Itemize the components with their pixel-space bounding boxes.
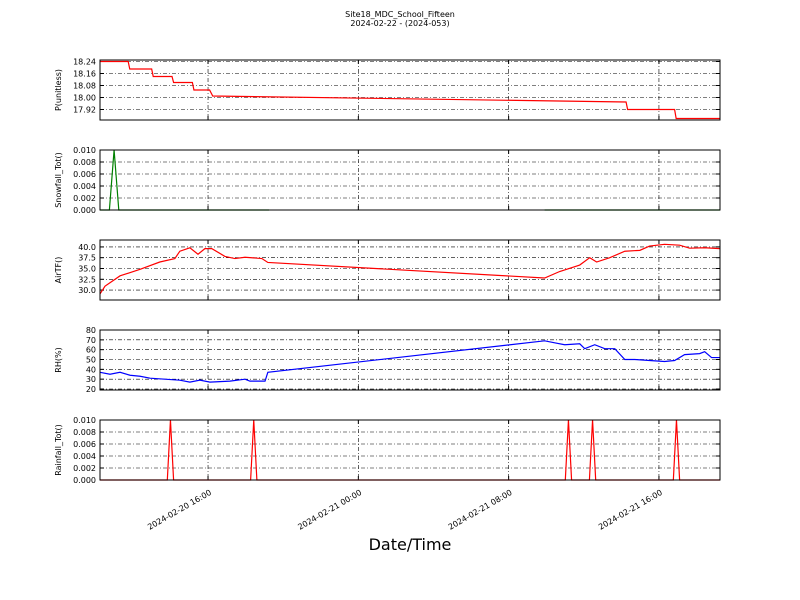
y-tick-label: 35.0 [78, 264, 96, 273]
x-tick-label: 2024-02-21 08:00 [447, 488, 514, 532]
y-tick-label: 0.000 [73, 476, 96, 485]
y-tick-label: 20 [86, 385, 96, 394]
y-tick-label: 50 [86, 356, 96, 365]
y-tick-label: 60 [86, 346, 96, 355]
y-tick-label: 0.002 [73, 194, 96, 203]
x-tick-label: 2024-02-21 00:00 [296, 488, 363, 532]
y-tick-label: 0.008 [73, 158, 96, 167]
y-axis-label: Snowfall_Tot() [54, 152, 63, 208]
data-line [100, 60, 720, 120]
y-tick-label: 0.006 [73, 170, 96, 179]
y-tick-label: 30.0 [78, 286, 96, 295]
y-tick-label: 17.92 [73, 106, 96, 115]
y-tick-label: 40.0 [78, 243, 96, 252]
x-tick-label: 2024-02-20 16:00 [146, 488, 213, 532]
x-tick-label: 2024-02-21 16:00 [597, 488, 664, 532]
axes-frame [99, 149, 721, 211]
y-tick-label: 0.010 [73, 416, 96, 425]
axes-frame [99, 239, 721, 301]
data-line [99, 340, 720, 383]
y-axis-label: AirTF() [54, 257, 63, 284]
data-line [99, 243, 721, 295]
y-axis-label: Rainfall_Tot() [54, 424, 63, 476]
axes-frame [99, 59, 721, 121]
chart-title: Site18_MDC_School_Fifteen [345, 10, 455, 19]
y-tick-label: 18.00 [73, 94, 96, 103]
x-axis-label: Date/Time [369, 535, 452, 554]
y-tick-label: 0.004 [73, 452, 96, 461]
y-tick-label: 0.004 [73, 182, 96, 191]
y-tick-label: 0.010 [73, 146, 96, 155]
y-tick-label: 18.08 [73, 82, 96, 91]
chart-subtitle: 2024-02-22 - (2024-053) [350, 19, 449, 28]
y-tick-label: 70 [86, 336, 96, 345]
y-tick-label: 18.16 [73, 70, 96, 79]
y-tick-label: 0.006 [73, 440, 96, 449]
plot-area [100, 60, 720, 120]
y-tick-label: 0.000 [73, 206, 96, 215]
y-axis-label: RH(%) [54, 347, 63, 372]
y-tick-label: 0.002 [73, 464, 96, 473]
y-tick-label: 0.008 [73, 428, 96, 437]
y-tick-label: 40 [86, 365, 96, 374]
plot-area [100, 420, 720, 480]
y-axis-label: P(unitless) [54, 69, 63, 111]
y-tick-label: 32.5 [78, 275, 96, 284]
plot-area [100, 150, 720, 210]
axes-frame [99, 329, 721, 391]
y-tick-label: 18.24 [73, 58, 96, 67]
axes-frame [99, 419, 721, 481]
y-tick-label: 80 [86, 326, 96, 335]
y-tick-label: 37.5 [78, 254, 96, 263]
y-tick-label: 30 [86, 375, 96, 384]
